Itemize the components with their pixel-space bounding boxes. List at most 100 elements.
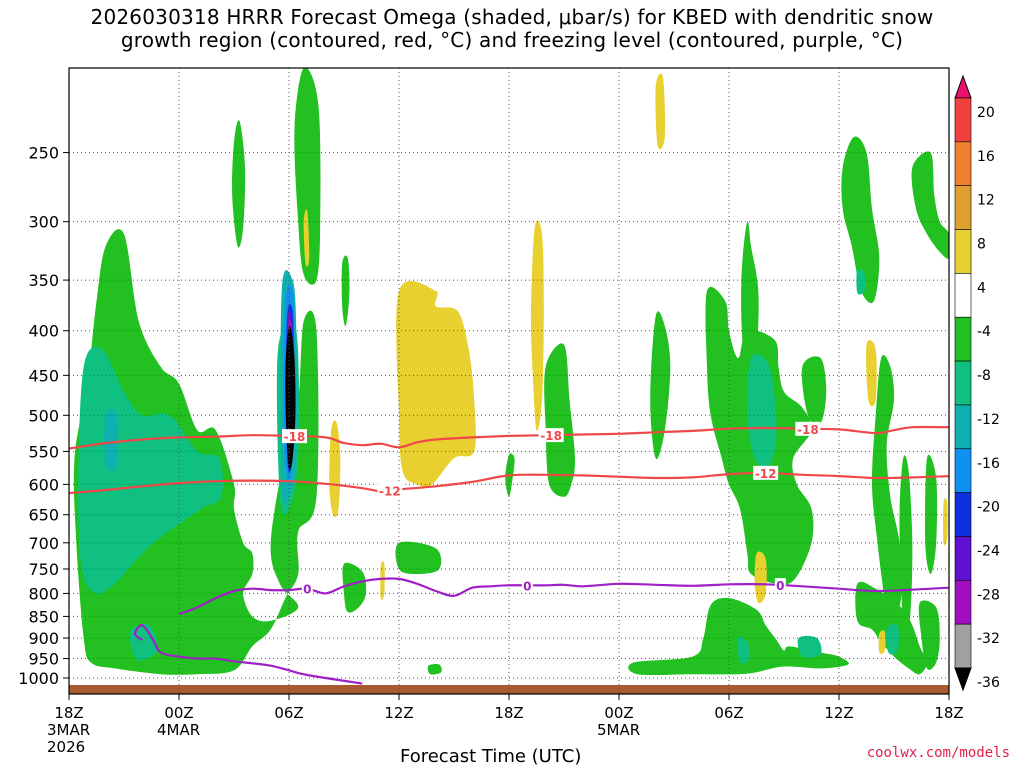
y-tick-label: 600 (28, 475, 59, 494)
omega-region (427, 663, 442, 675)
colorbar-label: -28 (977, 587, 1000, 603)
omega-region (655, 73, 666, 150)
omega-region (129, 623, 158, 661)
colorbar-band (954, 229, 972, 274)
colorbar: 20 16 12 8 4 -4 -8 -12 -16 -20 -24 -28 -32 -36 (954, 74, 1000, 692)
y-tick-label: 800 (28, 584, 59, 603)
omega-region (741, 221, 759, 384)
x-tick-label: 18Z (494, 704, 523, 722)
grid-lines (68, 68, 950, 694)
omega-region (303, 209, 310, 267)
x-tick-label: 18Z (934, 704, 963, 722)
colorbar-label: -4 (977, 324, 991, 340)
y-tick-label: 900 (28, 629, 59, 648)
y-tick-label: 850 (28, 607, 59, 626)
freezing-contour-label: 0 (776, 579, 784, 593)
omega-region (754, 551, 767, 604)
x-tick-label: 00Z (164, 704, 193, 722)
x-axis-title: Forecast Time (UTC) (400, 746, 582, 767)
omega-region (544, 343, 576, 497)
colorbar-label: -36 (977, 675, 1000, 691)
colorbar-label: 4 (977, 280, 986, 296)
colorbar-band (954, 448, 972, 493)
colorbar-band (954, 404, 972, 450)
colorbar-bottom-arrow (954, 667, 972, 692)
omega-region (841, 136, 880, 304)
chart-title: 2026030318 HRRR Forecast Omega (shaded, … (90, 5, 934, 52)
dendritic-contour-label: -18 (284, 430, 306, 444)
colorbar-band (954, 360, 972, 406)
omega-region (380, 561, 385, 601)
freezing-contour (178, 577, 949, 616)
colorbar-label: -20 (977, 500, 1000, 516)
x-tick-label: 2026 (47, 738, 85, 756)
dendritic-label-bg (377, 483, 403, 498)
omega-region (395, 541, 442, 575)
x-tick-label: 18Z (54, 704, 83, 722)
dendritic-contour (69, 471, 949, 495)
omega-region (530, 220, 544, 431)
omega-region (918, 600, 940, 670)
x-tick-label: 12Z (824, 704, 853, 722)
colorbar-label: 20 (977, 105, 995, 121)
omega-region (886, 623, 899, 655)
colorbar-label: 12 (977, 193, 995, 209)
y-tick-label: 1000 (18, 669, 59, 688)
omega-region (628, 597, 849, 676)
y-tick-label: 450 (28, 366, 59, 385)
colorbar-label: -24 (977, 543, 1000, 559)
freezing-label-bg (521, 578, 533, 593)
omega-region (924, 454, 938, 574)
contour-labels: -18 -18 -18 -12 -12 0 0 0 (282, 421, 821, 597)
omega-shading (73, 68, 949, 676)
freezing-label-bg (301, 581, 313, 596)
omega-region (801, 356, 827, 425)
omega-region (78, 346, 223, 594)
x-tick-label: 5MAR (597, 721, 640, 739)
colorbar-label: -8 (977, 368, 991, 384)
colorbar-label: 16 (977, 149, 995, 165)
omega-region (342, 562, 367, 613)
omega-region (737, 636, 750, 664)
x-tick-label: 00Z (604, 704, 633, 722)
freezing-contour-label: 0 (303, 583, 311, 597)
credit-text: coolwx.com/models (866, 745, 1010, 761)
x-tick-label: 06Z (274, 704, 303, 722)
dendritic-contour-label: -12 (755, 467, 777, 481)
freezing-contour-label: 0 (523, 579, 531, 593)
dendritic-label-bg (282, 429, 307, 444)
dendritic-label-bg (538, 428, 564, 443)
dendritic-label-bg (753, 465, 779, 480)
x-tick-label: 12Z (384, 704, 413, 722)
dendritic-contour-label: -18 (540, 429, 562, 443)
colorbar-band (954, 316, 972, 362)
dendritic-contour-label: -12 (379, 484, 401, 498)
colorbar-band (954, 141, 972, 186)
omega-region (341, 255, 350, 327)
omega-region (232, 120, 246, 248)
y-tick-label: 400 (28, 322, 59, 341)
freezing-label-bg (774, 578, 786, 593)
omega-region (856, 268, 866, 295)
omega-region (871, 355, 902, 639)
omega-region (650, 311, 671, 460)
y-tick-label: 250 (28, 144, 59, 163)
omega-region (396, 280, 476, 487)
y-tick-label: 650 (28, 506, 59, 525)
y-tick-label: 700 (28, 534, 59, 553)
colorbar-top-arrow (954, 74, 972, 99)
x-tick-label: 06Z (714, 704, 743, 722)
colorbar-label: -16 (977, 456, 1000, 472)
colorbar-label: -32 (977, 631, 1000, 647)
colorbar-label: -12 (977, 412, 1000, 428)
omega-region (747, 354, 777, 468)
freezing-contour (133, 624, 363, 685)
omega-region (294, 68, 321, 285)
y-tick-label: 300 (28, 213, 59, 232)
y-tick-label: 750 (28, 560, 59, 579)
colorbar-band (954, 185, 972, 230)
y-tick-label: 350 (28, 271, 59, 290)
colorbar-band (954, 580, 972, 625)
ground-band (69, 685, 949, 694)
